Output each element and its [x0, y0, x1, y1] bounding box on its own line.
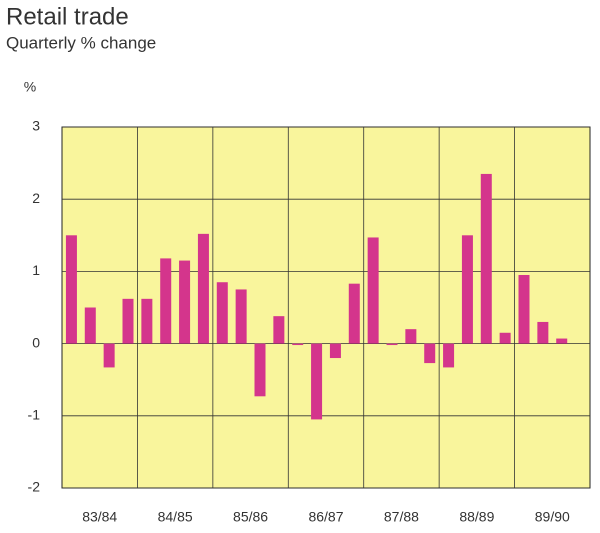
- bar: [386, 343, 398, 346]
- bar: [348, 283, 360, 344]
- bar: [84, 307, 96, 344]
- x-tick-label: 83/84: [82, 509, 117, 525]
- x-tick-label: 87/88: [384, 509, 419, 525]
- bar: [122, 298, 134, 344]
- bar: [499, 332, 511, 344]
- bar: [367, 237, 379, 344]
- bar: [235, 289, 247, 344]
- bar: [424, 343, 436, 364]
- bar: [443, 343, 455, 368]
- x-tick-label: 85/86: [233, 509, 268, 525]
- chart-subtitle: Quarterly % change: [6, 33, 156, 52]
- y-tick-label: 2: [32, 190, 40, 206]
- y-tick-label: -1: [28, 407, 41, 423]
- bar: [329, 343, 341, 359]
- x-tick-label: 89/90: [535, 509, 570, 525]
- bar: [480, 173, 492, 344]
- bar: [254, 343, 266, 397]
- bar: [537, 321, 549, 344]
- bar: [518, 275, 530, 344]
- y-tick-label: 1: [32, 262, 40, 278]
- plot-area: [61, 126, 591, 489]
- chart-title: Retail trade: [6, 3, 129, 30]
- bar: [461, 235, 473, 344]
- x-tick-label: 88/89: [459, 509, 494, 525]
- bar: [141, 298, 153, 344]
- x-tick-label: 86/87: [308, 509, 343, 525]
- y-axis-label: %: [24, 79, 36, 95]
- y-tick-label: 0: [32, 334, 40, 350]
- bar: [556, 338, 568, 344]
- bar: [65, 235, 77, 344]
- bar: [311, 343, 323, 420]
- bar: [273, 316, 285, 344]
- bar: [103, 343, 115, 368]
- bar: [405, 329, 417, 344]
- bar: [160, 258, 172, 344]
- y-tick-label: 3: [32, 118, 40, 134]
- x-tick-label: 84/85: [158, 509, 193, 525]
- bar: [197, 233, 209, 344]
- y-tick-label: -2: [28, 479, 41, 495]
- bar: [216, 282, 228, 344]
- bar: [292, 343, 304, 346]
- bar: [179, 260, 191, 344]
